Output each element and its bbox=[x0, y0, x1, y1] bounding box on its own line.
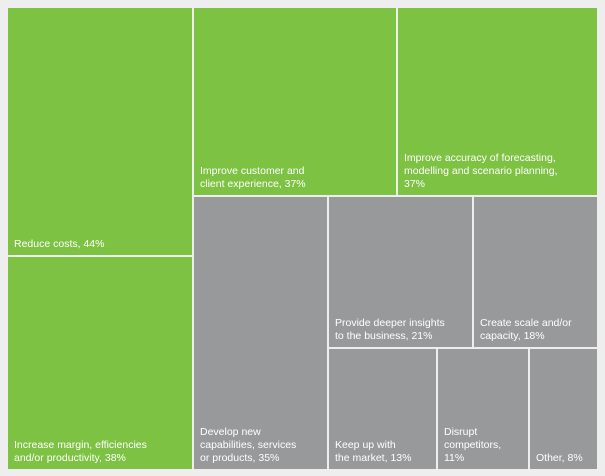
tile-label-improve-customer: Improve customer and client experience, … bbox=[200, 165, 306, 190]
tile-disrupt: Disrupt competitors, 11% bbox=[438, 349, 528, 469]
tile-improve-forecasting: Improve accuracy of forecasting, modelli… bbox=[398, 8, 597, 195]
tile-label-keep-up: Keep up with the market, 13% bbox=[335, 439, 412, 464]
tile-other: Other, 8% bbox=[530, 349, 597, 469]
tile-develop-capabilities: Develop new capabilities, services or pr… bbox=[194, 197, 327, 469]
tile-label-disrupt: Disrupt competitors, 11% bbox=[444, 426, 502, 464]
tile-label-improve-forecasting: Improve accuracy of forecasting, modelli… bbox=[404, 152, 558, 190]
tile-label-create-scale: Create scale and/or capacity, 18% bbox=[480, 317, 572, 342]
tile-label-reduce-costs: Reduce costs, 44% bbox=[14, 238, 105, 250]
tile-label-other: Other, 8% bbox=[536, 452, 583, 464]
tile-label-increase-margin: Increase margin, efficiencies and/or pro… bbox=[14, 439, 147, 464]
tile-label-develop-capabilities: Develop new capabilities, services or pr… bbox=[200, 426, 297, 464]
tile-create-scale: Create scale and/or capacity, 18% bbox=[474, 197, 597, 347]
tile-deeper-insights: Provide deeper insights to the business,… bbox=[329, 197, 472, 347]
tile-reduce-costs: Reduce costs, 44% bbox=[8, 8, 192, 255]
tile-label-deeper-insights: Provide deeper insights to the business,… bbox=[335, 317, 445, 342]
tile-improve-customer: Improve customer and client experience, … bbox=[194, 8, 396, 195]
tile-increase-margin: Increase margin, efficiencies and/or pro… bbox=[8, 257, 192, 469]
tile-keep-up: Keep up with the market, 13% bbox=[329, 349, 436, 469]
